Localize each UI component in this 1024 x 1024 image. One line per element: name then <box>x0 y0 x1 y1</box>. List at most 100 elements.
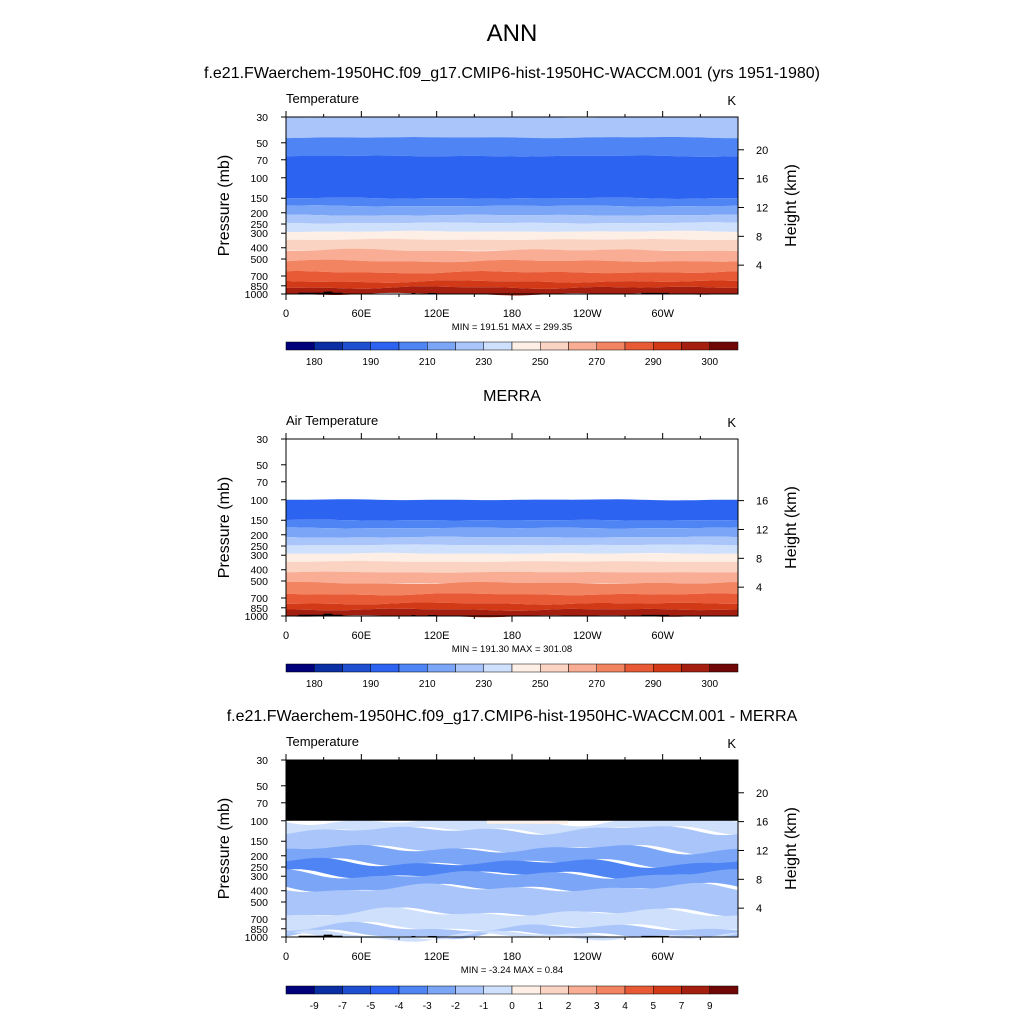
colorbar-label: -5 <box>366 1001 375 1012</box>
terrain-block <box>411 614 416 616</box>
contour-band <box>486 820 569 824</box>
x-tick-label: 120E <box>424 951 450 963</box>
colorbar-label: 230 <box>475 357 492 368</box>
x-tick-label: 60W <box>651 308 674 320</box>
colorbar-label: 300 <box>701 679 718 690</box>
colorbar-swatch <box>370 663 400 673</box>
y-tick-label: 200 <box>250 851 268 863</box>
y-tick-label: 400 <box>250 243 268 255</box>
colorbar-swatch <box>483 341 513 351</box>
y-right-tick-label: 12 <box>756 202 768 214</box>
y-tick-label: 100 <box>250 173 268 185</box>
terrain-block <box>298 935 343 937</box>
colorbar-swatch <box>483 985 513 995</box>
y-right-tick-label: 8 <box>756 553 762 565</box>
contour-band <box>286 857 738 879</box>
terrain-block <box>427 614 437 616</box>
contour-band <box>286 560 738 573</box>
colorbar-label: 210 <box>419 679 436 690</box>
x-tick-label: 120W <box>573 951 602 963</box>
contour-band <box>286 608 738 618</box>
colorbar-swatch <box>653 985 682 995</box>
colorbar-label: -2 <box>451 1001 460 1012</box>
min-max-stats: MIN = 191.30 MAX = 301.08 <box>452 644 572 655</box>
y-right-axis-label: Height (km) <box>783 164 800 247</box>
colorbar-label: 2 <box>566 1001 572 1012</box>
colorbar-label: -7 <box>338 1001 347 1012</box>
terrain-block <box>427 292 437 294</box>
contour-band <box>286 536 738 546</box>
x-tick-label: 60E <box>352 308 372 320</box>
terrain-block <box>641 935 669 937</box>
contour-fill <box>286 116 738 296</box>
colorbar-label: 290 <box>645 679 662 690</box>
colorbar-label: 230 <box>475 679 492 690</box>
colorbar-swatch <box>511 663 541 673</box>
y-tick-label: 100 <box>250 495 268 507</box>
terrain-block <box>427 935 437 937</box>
contour-band <box>286 869 738 893</box>
contour-band <box>286 527 738 538</box>
colorbar-swatch <box>427 985 456 995</box>
colorbar-label: -1 <box>479 1001 488 1012</box>
y-right-tick-label: 4 <box>756 582 762 594</box>
colorbar: -9 -7 -5 -4 -3 -2 -1 0 1 2 3 4 5 7 9 <box>285 985 739 1012</box>
units-label: K <box>727 736 736 751</box>
y-tick-label: 50 <box>256 781 268 793</box>
y-tick-label: 500 <box>250 897 268 909</box>
y-tick-label: 300 <box>250 871 268 883</box>
min-max-stats: MIN = 191.51 MAX = 299.35 <box>452 322 572 333</box>
y-tick-label: 70 <box>256 477 268 489</box>
terrain-block <box>298 614 343 616</box>
colorbar-swatch <box>709 663 739 673</box>
contour-band <box>286 271 738 283</box>
contour-band <box>286 155 738 199</box>
colorbar-label: 250 <box>532 679 549 690</box>
x-tick-label: 180 <box>503 951 521 963</box>
colorbar-label: 180 <box>306 357 323 368</box>
colorbar-swatch <box>427 341 456 351</box>
contour-band <box>286 205 738 216</box>
x-tick-label: 60E <box>352 630 372 642</box>
x-tick-label: 0 <box>283 630 289 642</box>
y-tick-label: 50 <box>256 138 268 150</box>
y-axis-label: Pressure (mb) <box>216 155 233 256</box>
panel-title: MERRA <box>483 388 541 405</box>
x-tick-label: 180 <box>503 308 521 320</box>
x-tick-label: 60W <box>651 630 674 642</box>
colorbar-swatch <box>568 341 597 351</box>
y-right-tick-label: 8 <box>756 231 762 243</box>
panel-title: f.e21.FWaerchem-1950HC.f09_g17.CMIP6-his… <box>204 65 820 82</box>
terrain-block <box>641 292 669 294</box>
left-label: Temperature <box>286 734 359 749</box>
contour-band <box>286 197 738 207</box>
colorbar-label: -9 <box>310 1001 319 1012</box>
colorbar-swatch <box>540 985 569 995</box>
missing-data-region <box>286 760 738 821</box>
x-tick-label: 0 <box>283 308 289 320</box>
colorbar-swatch <box>624 985 654 995</box>
colorbar-swatch <box>709 985 739 995</box>
y-tick-label: 250 <box>250 862 268 874</box>
y-right-tick-label: 16 <box>756 174 768 186</box>
y-tick-label: 200 <box>250 208 268 220</box>
colorbar-label: 1 <box>537 1001 543 1012</box>
x-tick-label: 120W <box>573 308 602 320</box>
colorbar-swatch <box>398 341 428 351</box>
colorbar-swatch <box>370 985 400 995</box>
y-right-axis-label: Height (km) <box>783 486 800 569</box>
contour-band <box>286 883 738 917</box>
contour-band <box>286 280 738 289</box>
y-right-tick-label: 20 <box>756 788 768 800</box>
y-tick-label: 700 <box>250 271 268 283</box>
colorbar-label: 270 <box>588 357 605 368</box>
y-tick-label: 250 <box>250 541 268 553</box>
page-title: ANN <box>486 20 538 47</box>
terrain-block <box>323 934 333 937</box>
contour-band <box>286 907 738 932</box>
colorbar-swatch <box>314 341 343 351</box>
contour-band <box>286 116 738 139</box>
y-tick-label: 300 <box>250 228 268 240</box>
left-label: Temperature <box>286 91 359 106</box>
